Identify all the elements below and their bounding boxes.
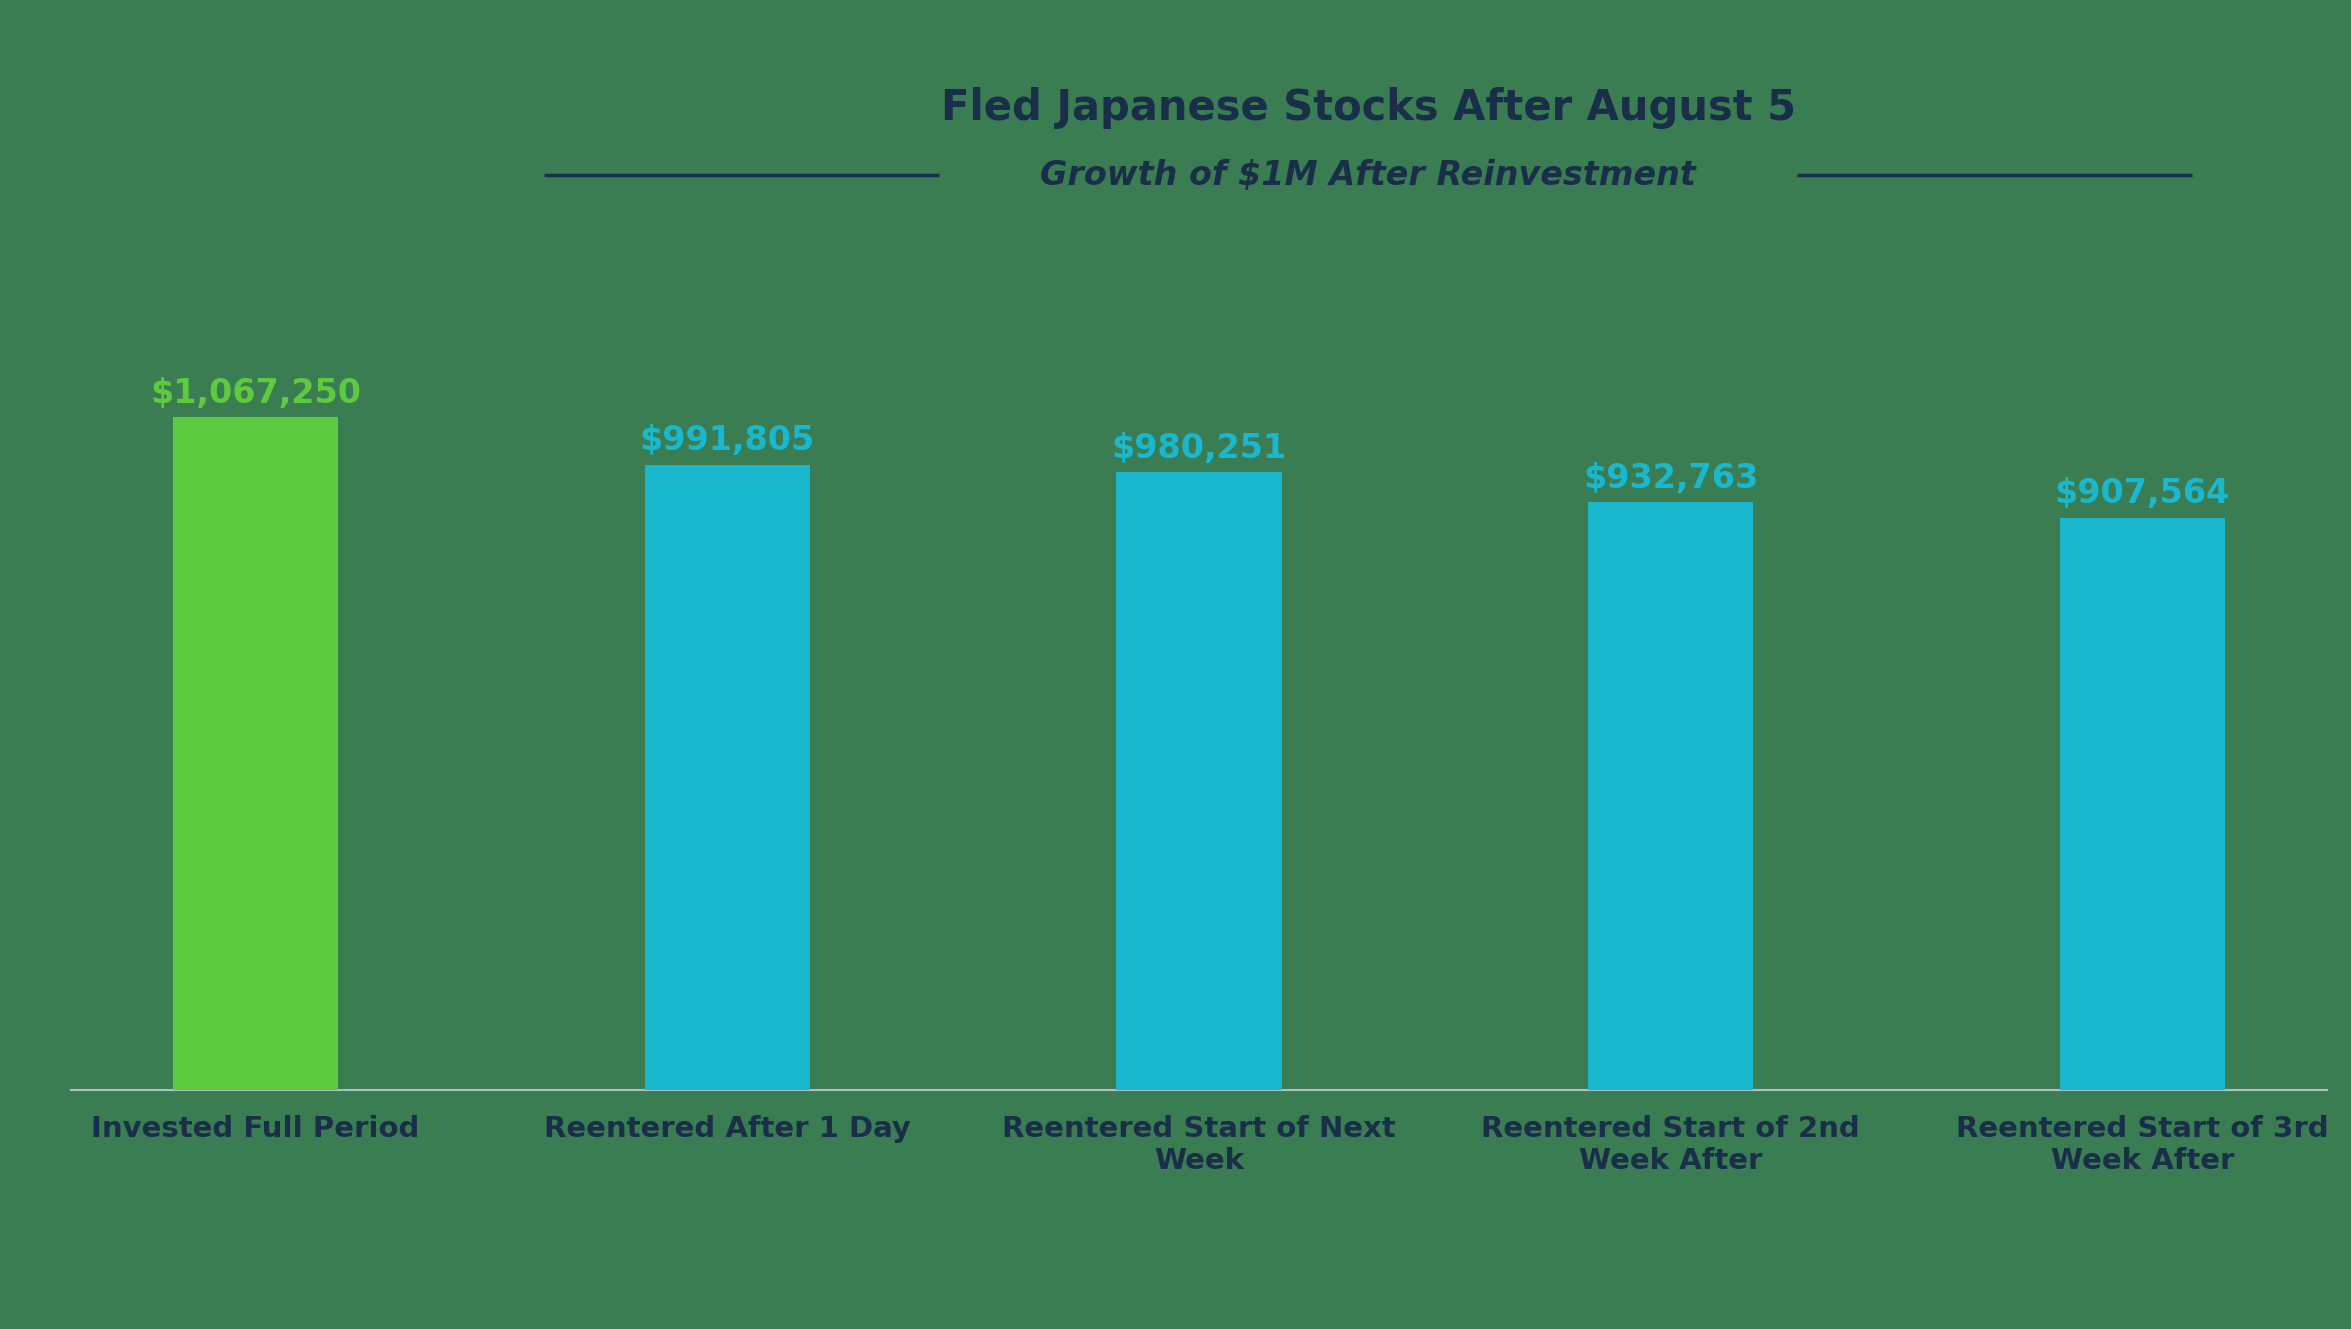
Text: $991,805: $991,805 [639,424,816,457]
Bar [644,465,809,1090]
Bar [1589,502,1754,1090]
Text: $932,763: $932,763 [1582,461,1759,494]
Text: Growth of $1M After Reinvestment: Growth of $1M After Reinvestment [1041,159,1695,193]
Text: $907,564: $907,564 [2055,477,2231,510]
Text: $1,067,250: $1,067,250 [150,377,362,409]
Text: Fled Japanese Stocks After August 5: Fled Japanese Stocks After August 5 [940,86,1796,129]
Bar [2059,518,2224,1090]
Text: $980,251: $980,251 [1112,432,1286,465]
Bar [1117,472,1281,1090]
Bar [174,417,339,1090]
